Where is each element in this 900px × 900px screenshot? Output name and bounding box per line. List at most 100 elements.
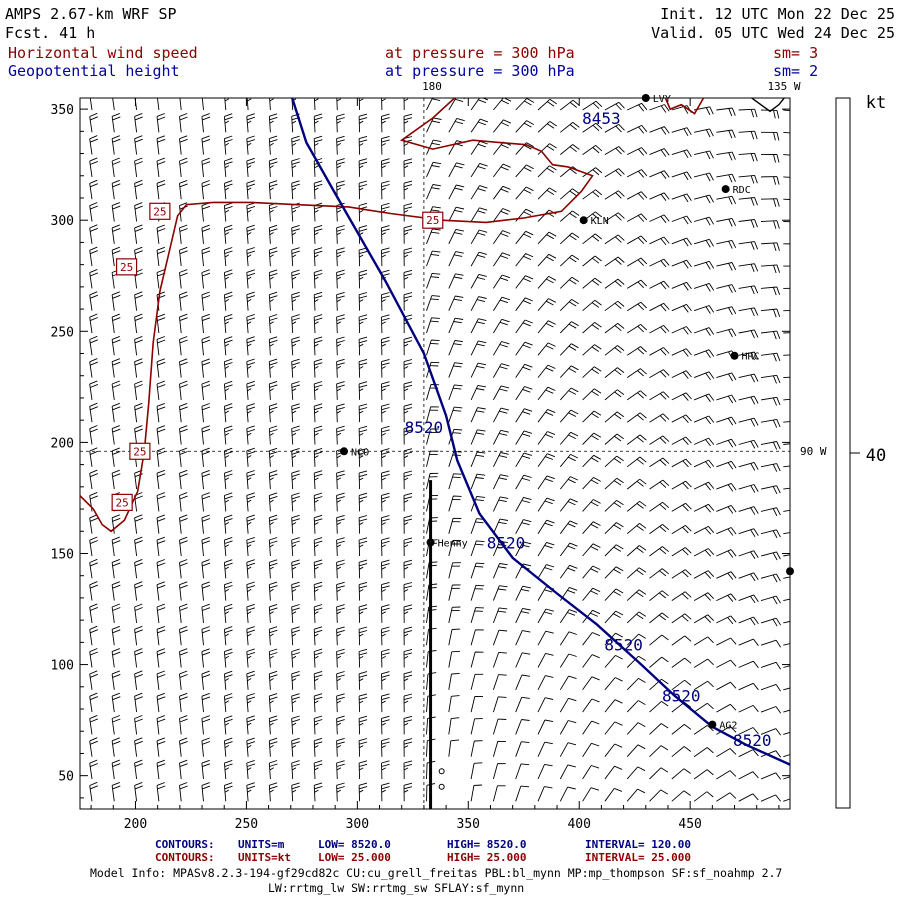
wind-barb [291,224,300,244]
wind-barb [671,149,692,159]
wind-barb [783,198,790,200]
wind-contour-label: 25 [129,442,151,460]
wind-barb [291,158,300,177]
wind-barb [626,324,648,334]
wind-barb [760,551,781,561]
wind-barb [515,363,533,378]
wind-barb [470,362,487,378]
wind-barb [582,145,603,155]
wind-barb [223,247,233,267]
wind-barb [537,121,557,133]
wind-barb [89,268,98,289]
wind-barb [626,655,646,668]
wind-barb [671,635,692,646]
wind-barb [246,380,256,400]
wind-barb [201,358,211,378]
wind-barb [627,147,648,156]
wind-barb [403,492,413,512]
wind-barb [156,603,166,623]
wind-barb [582,787,600,802]
wind-barb [738,749,759,758]
wind-barb [246,715,256,735]
wind-barb [336,247,345,267]
wind-barb [403,180,413,200]
wind-barb [268,581,278,601]
wind-barb [381,782,390,802]
wind-barb [493,274,511,289]
wind-barb [134,202,143,222]
wind-barb [134,157,143,177]
wind-barb [738,395,759,405]
wind-barb [156,625,166,646]
wind-barb [649,723,669,735]
wind-barb [291,604,300,623]
wind-barb [582,277,602,289]
station: LVY [641,94,671,105]
station: AG2 [708,720,737,732]
wind-barb [582,122,603,133]
wind-barb [604,300,625,312]
station-label: RDC [733,185,751,196]
wind-barb [515,230,534,245]
wind-barb [693,349,715,358]
wind-barb [89,670,98,690]
wind-barb [246,358,256,378]
wind-barb [470,340,487,356]
wind-barb [268,603,278,623]
wind-barb [604,588,624,601]
wind-barb [403,715,413,735]
wind-barb [246,113,256,133]
wind-barb [381,247,390,267]
wind-barb [223,470,233,490]
wind-barb [156,425,166,445]
wind-barb [582,742,600,757]
wind-barb [515,430,533,445]
wind-barb [537,431,556,445]
wind-barb [716,438,737,448]
height-contour-label: 8520 [487,533,526,552]
wind-barb [738,572,759,582]
wind-barb [559,343,579,356]
wind-barb [403,136,413,155]
wind-barb [111,648,121,668]
wind-barb [783,620,790,624]
wind-barb [134,313,143,334]
wind-barb [223,648,233,668]
wind-barb [111,469,121,490]
wind-barb [156,246,166,267]
wind-barb [470,695,484,713]
wind-barb [313,202,323,222]
wind-barb [358,648,368,668]
wind-barb [201,492,211,512]
wind-barb [716,460,737,470]
height-contour-label: 8520 [604,636,643,655]
wind-barb [760,374,781,384]
wind-barb [268,180,278,200]
wind-barb [89,737,98,757]
wind-barb [716,792,737,802]
wind-barb [448,98,466,111]
wind-barb [403,537,413,557]
wind-barb [537,298,557,311]
wind-barb [201,425,211,445]
wind-barb [448,540,462,557]
wind-contour-label-box [115,258,138,276]
wind-barb [223,358,233,378]
wind-barb [693,636,714,646]
wind-barb [671,436,692,446]
wind-barb [626,567,647,579]
wind-barb [156,113,166,133]
wind-barb [223,224,233,244]
station-dot [579,216,588,225]
wind-barb [179,380,188,400]
wind-barb [313,113,323,133]
wind-barb [426,161,442,178]
wind-barb [358,358,368,378]
wind-barb [738,174,758,184]
wind-barb [783,287,790,289]
wind-barb [537,276,557,289]
wind-barb [358,113,368,133]
wind-barb [515,319,533,334]
wind-barb [223,157,233,177]
wind-barb [604,677,623,691]
